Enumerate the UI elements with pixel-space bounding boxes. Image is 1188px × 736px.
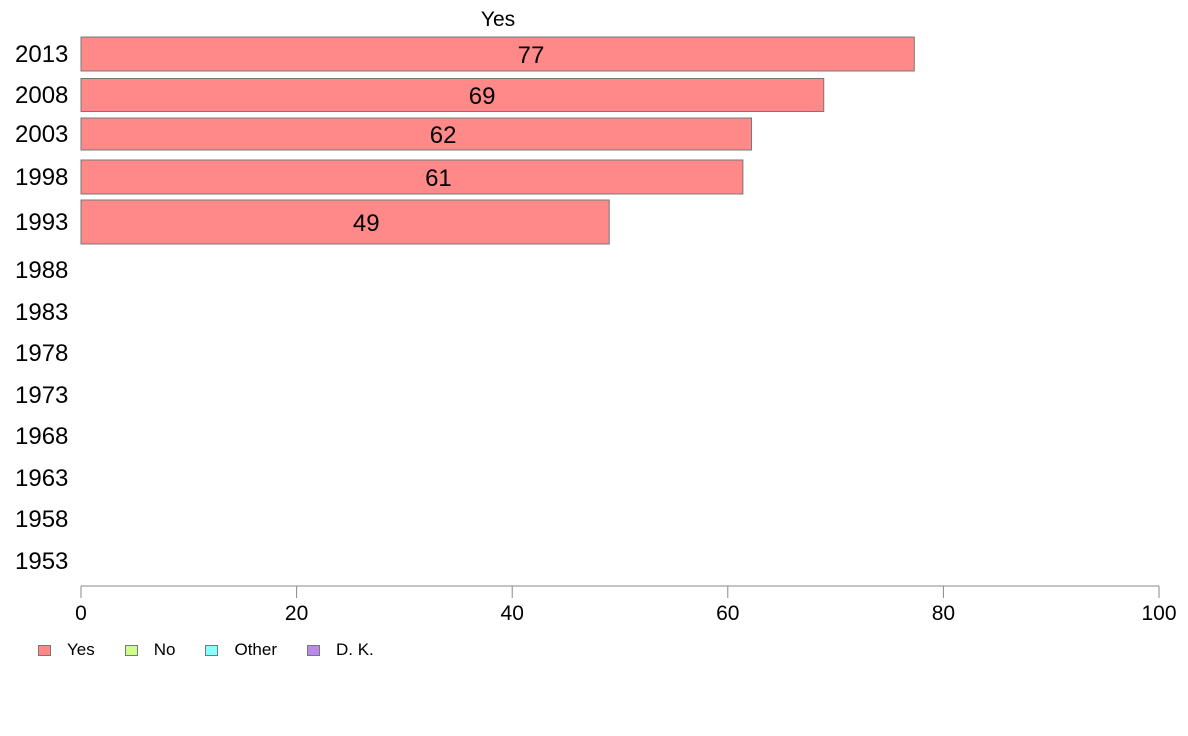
- legend-label-yes: Yes: [67, 640, 95, 659]
- x-tick-label: 100: [1141, 602, 1176, 625]
- category-label: 1983: [15, 299, 68, 326]
- legend-swatch-no: [124, 644, 138, 656]
- category-label: 1978: [15, 340, 68, 367]
- legend-item-no: No: [124, 640, 176, 660]
- x-tick-label: 80: [932, 602, 955, 625]
- category-label: 1953: [15, 548, 68, 575]
- category-label: 2003: [15, 121, 68, 148]
- bar: [80, 159, 744, 195]
- category-label: 1998: [15, 164, 68, 191]
- category-label: 2013: [15, 41, 68, 68]
- bar: [80, 36, 915, 72]
- legend-item-dk: D. K.: [307, 640, 374, 660]
- bar-value-label: 49: [353, 210, 380, 237]
- legend: Yes No Other D. K.: [38, 640, 404, 660]
- bar-value-label: 77: [518, 42, 545, 69]
- category-label: 1963: [15, 465, 68, 492]
- legend-item-other: Other: [205, 640, 277, 660]
- chart-title: Yes: [481, 8, 515, 31]
- bar: [80, 117, 753, 151]
- legend-item-yes: Yes: [38, 640, 95, 660]
- bar: [80, 78, 825, 112]
- legend-label-dk: D. K.: [336, 640, 374, 659]
- legend-swatch-other: [205, 644, 219, 656]
- x-tick-label: 0: [75, 602, 87, 625]
- x-tick-label: 60: [716, 602, 739, 625]
- bar-value-label: 69: [469, 83, 496, 110]
- category-label: 1993: [15, 209, 68, 236]
- category-label: 2008: [15, 82, 68, 109]
- bar-value-label: 62: [430, 122, 457, 149]
- legend-swatch-dk: [307, 644, 320, 656]
- category-label: 1973: [15, 382, 68, 409]
- bar-chart: Yes 77 69 62 61 49 2013 2008 2003 1998 1993 1988 1…: [15, 8, 1177, 625]
- bar: [80, 199, 610, 245]
- legend-label-no: No: [153, 640, 176, 659]
- bar-value-label: 61: [425, 165, 452, 192]
- x-tick-label: 40: [501, 602, 524, 625]
- legend-label-other: Other: [234, 640, 277, 659]
- category-label: 1958: [15, 506, 68, 533]
- x-tick-label: 20: [285, 602, 308, 625]
- legend-swatch-yes: [38, 644, 51, 656]
- category-label: 1968: [15, 423, 68, 450]
- category-label: 1988: [15, 257, 68, 284]
